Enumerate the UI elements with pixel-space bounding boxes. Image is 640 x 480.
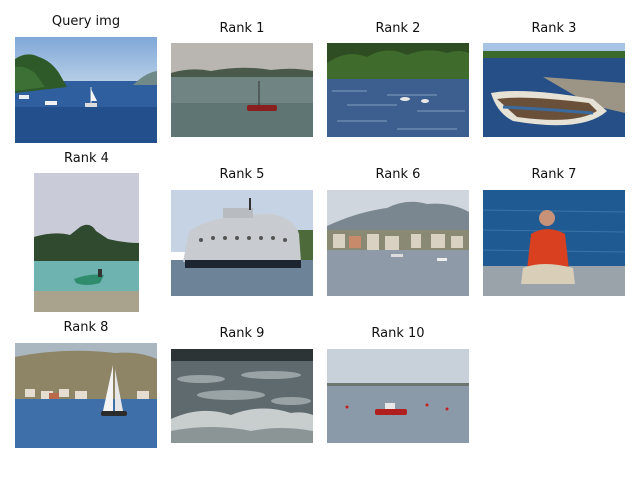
panel-caption: Query img bbox=[51, 14, 121, 29]
rank5-image bbox=[171, 190, 313, 296]
panel-caption: Rank 6 bbox=[375, 167, 421, 182]
query-image bbox=[15, 37, 157, 143]
panel-caption: Rank 9 bbox=[219, 326, 265, 341]
rank2-image bbox=[327, 43, 469, 137]
panel-caption: Rank 3 bbox=[531, 21, 577, 36]
panel-caption: Rank 5 bbox=[219, 167, 265, 182]
panel-caption: Rank 4 bbox=[64, 151, 109, 166]
rank4-image bbox=[34, 173, 139, 312]
rank6-image bbox=[327, 190, 469, 296]
panel-caption: Rank 8 bbox=[63, 320, 109, 335]
rank3-image bbox=[483, 43, 625, 137]
panel-caption: Rank 7 bbox=[531, 167, 577, 182]
rank10-image bbox=[327, 349, 469, 443]
rank1-image bbox=[171, 43, 313, 137]
rank8-image bbox=[15, 343, 157, 448]
panel-caption: Rank 10 bbox=[371, 326, 425, 341]
panel-caption: Rank 1 bbox=[219, 21, 265, 36]
rank9-image bbox=[171, 349, 313, 443]
panel-caption: Rank 2 bbox=[375, 21, 421, 36]
rank7-image bbox=[483, 190, 625, 296]
